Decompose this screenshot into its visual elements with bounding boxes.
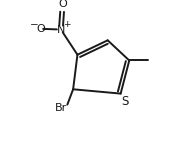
Text: O: O — [58, 0, 67, 9]
Text: +: + — [63, 20, 70, 29]
Text: N: N — [57, 24, 65, 35]
Text: S: S — [121, 95, 128, 108]
Text: −: − — [30, 20, 39, 30]
Text: O: O — [36, 24, 45, 34]
Text: Br: Br — [55, 103, 67, 113]
